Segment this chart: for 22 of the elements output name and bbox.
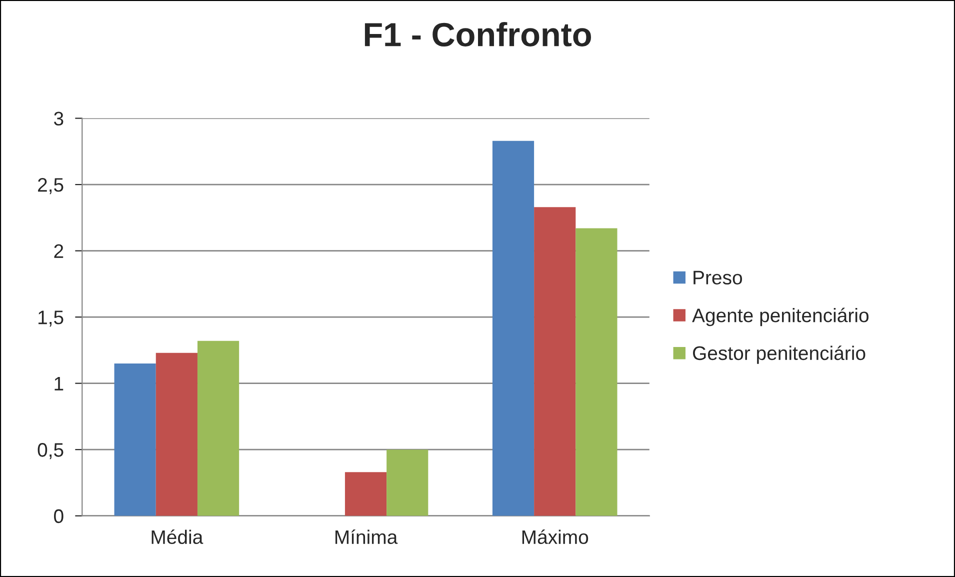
chart-title: F1 - Confronto (364, 22, 591, 46)
x-tick-label: Mínima (335, 530, 398, 544)
bar (156, 352, 198, 516)
bar (386, 450, 428, 516)
legend-label: Gestor penitenciário (692, 346, 866, 364)
bar (492, 140, 534, 516)
bar (534, 207, 576, 516)
y-tick-label: 2,5 (38, 178, 64, 194)
legend-label: Agente penitenciário (692, 308, 868, 326)
bar (344, 472, 387, 516)
legend-label: Preso (694, 270, 742, 284)
x-tick-label: Máximo (522, 530, 588, 544)
y-tick-label: 0 (54, 509, 64, 524)
y-tick-label: 1 (54, 376, 64, 390)
bar (197, 340, 240, 516)
y-tick-label: 0,5 (38, 443, 64, 460)
y-tick-label: 3 (54, 112, 64, 126)
y-tick-label: 1,5 (38, 310, 64, 327)
bar (576, 228, 618, 516)
y-tick-label: 2 (54, 244, 64, 258)
x-tick-label: Média (152, 530, 204, 544)
bar (114, 363, 156, 516)
